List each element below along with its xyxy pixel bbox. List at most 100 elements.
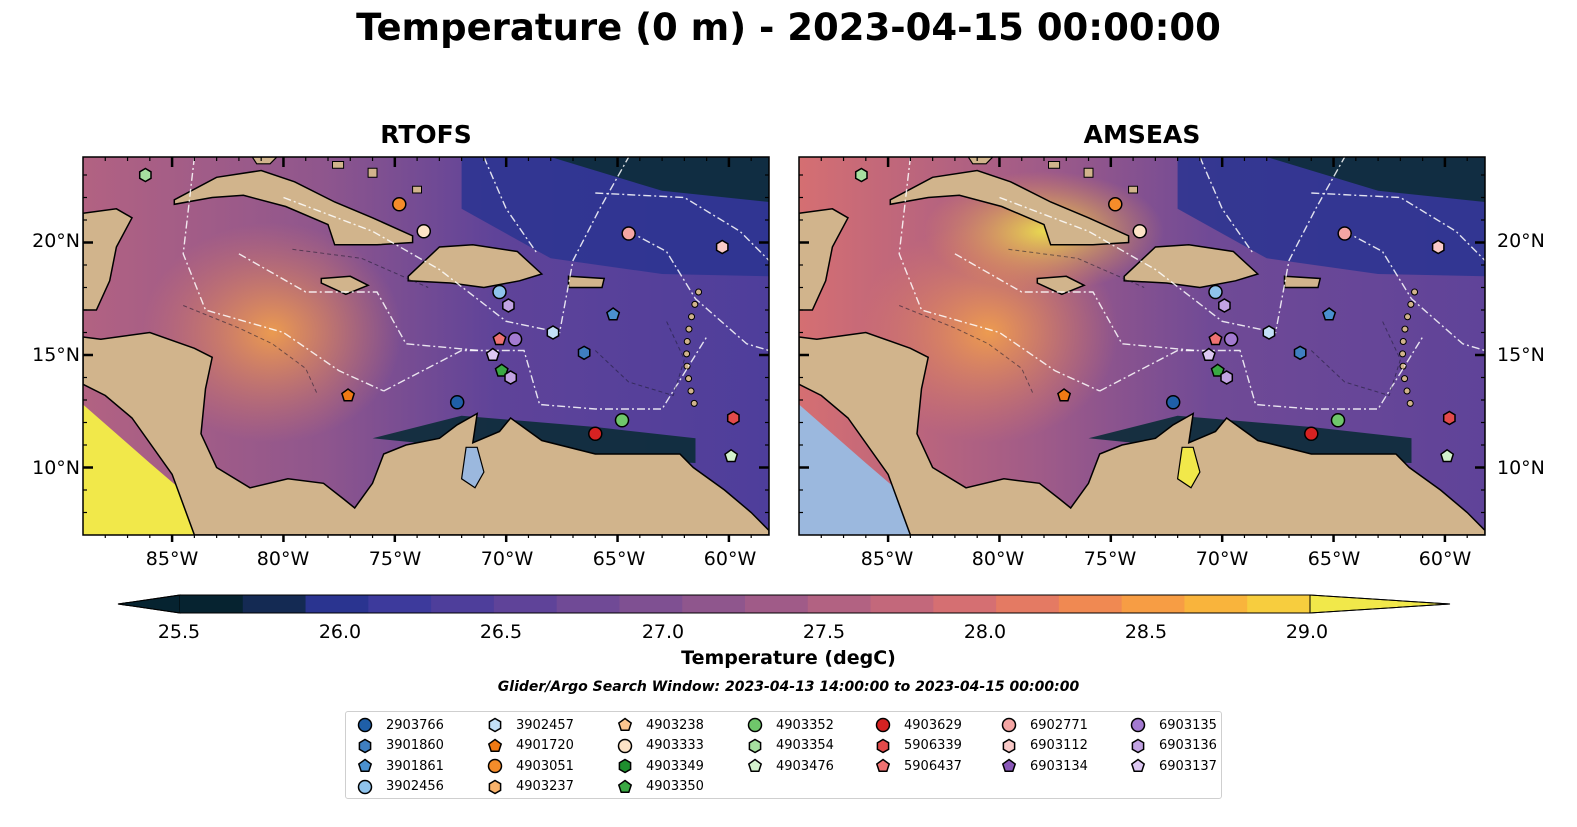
puerto-rico-land bbox=[1283, 275, 1322, 289]
colorbar-segment bbox=[1184, 595, 1248, 613]
legend-marker-4901720 bbox=[487, 738, 503, 752]
legend-label: 3902457 bbox=[516, 717, 574, 733]
legend-item-5906437: 5906437 bbox=[874, 756, 962, 776]
legend-item-3902456: 3902456 bbox=[356, 777, 444, 797]
atlantic-deep-cool bbox=[550, 157, 769, 202]
legend-label: 2903766 bbox=[386, 717, 444, 733]
colorbar bbox=[117, 594, 1451, 614]
legend-label: 3901860 bbox=[386, 738, 444, 753]
legend-item-4903051: 4903051 bbox=[486, 756, 574, 776]
lon-label-65w-right: 65°W bbox=[1307, 548, 1361, 570]
bahamas-island bbox=[1128, 185, 1138, 194]
legend-marker-4903349 bbox=[618, 758, 632, 774]
legend-marker-4903238 bbox=[617, 717, 633, 732]
float-marker-6903137 bbox=[485, 347, 500, 362]
float-marker-5906437 bbox=[492, 331, 507, 346]
map-frame bbox=[82, 156, 770, 536]
legend-item-4903629: 4903629 bbox=[874, 715, 962, 735]
colorbar-tick-28-0: 28.0 bbox=[963, 621, 1007, 643]
lat-label-20n-left: 20°N bbox=[32, 230, 80, 252]
lon-label-60w-left: 60°W bbox=[703, 548, 757, 570]
float-marker-6903135 bbox=[1223, 332, 1239, 347]
eez-boundary bbox=[595, 192, 769, 261]
panel-title-rtofs: RTOFS bbox=[380, 120, 472, 149]
float-marker-4903629 bbox=[588, 426, 603, 441]
bahamas-island bbox=[412, 185, 422, 194]
legend-item-5906339: 5906339 bbox=[874, 736, 962, 756]
legend-item-3901861: 3901861 bbox=[356, 756, 444, 776]
lesser-antilles-island bbox=[691, 300, 699, 308]
hispaniola-land bbox=[407, 244, 544, 289]
pacific-ocean bbox=[799, 404, 955, 535]
legend-label: 4903051 bbox=[516, 758, 574, 774]
legend-item-3901860: 3901860 bbox=[356, 736, 444, 756]
legend-marker-6903134 bbox=[1001, 758, 1017, 773]
legend-marker-6903112 bbox=[1002, 738, 1016, 753]
legend-marker-pentagon-icon bbox=[357, 758, 373, 773]
float-marker-3901860 bbox=[577, 345, 591, 361]
float-marker-6902771 bbox=[1337, 226, 1352, 241]
lake-maracaibo bbox=[460, 446, 485, 489]
colorbar-segment bbox=[368, 595, 432, 613]
colorbar-outline bbox=[117, 594, 1451, 614]
lon-label-60w-right: 60°W bbox=[1418, 548, 1472, 570]
bathymetry-contour bbox=[1008, 248, 1145, 288]
legend-label: 6903135 bbox=[1159, 717, 1217, 733]
colorbar-tick-27-5: 27.5 bbox=[802, 621, 846, 643]
florida-land bbox=[251, 157, 278, 165]
legend-marker-circle-icon bbox=[1001, 717, 1017, 733]
legend-marker-hexagon-icon bbox=[1002, 738, 1016, 753]
legend-item-6903134: 6903134 bbox=[1000, 756, 1088, 776]
lesser-antilles-island bbox=[685, 375, 693, 383]
float-marker-4903333 bbox=[1132, 224, 1148, 239]
legend-marker-hexagon-icon bbox=[488, 779, 502, 794]
legend-marker-4903237 bbox=[488, 779, 502, 794]
eez-boundary bbox=[1099, 336, 1424, 410]
legend-item-4903476: 4903476 bbox=[746, 756, 834, 776]
colorbar-segment bbox=[619, 595, 683, 613]
bathymetry-contour bbox=[183, 305, 318, 394]
float-marker-4901720 bbox=[341, 388, 356, 402]
legend-label: 4903352 bbox=[776, 717, 834, 733]
float-marker-6903112 bbox=[1431, 239, 1445, 255]
float-marker-5906437 bbox=[1208, 331, 1223, 346]
lon-label-65w-left: 65°W bbox=[592, 548, 646, 570]
legend-marker-6903137 bbox=[1130, 758, 1146, 773]
legend-label: 4901720 bbox=[516, 738, 574, 753]
legend-item-3902457: 3902457 bbox=[486, 715, 574, 735]
lesser-antilles-island bbox=[683, 338, 691, 345]
legend-marker-hexagon-icon bbox=[358, 738, 372, 753]
legend-item-4903237: 4903237 bbox=[486, 777, 574, 797]
eez-boundary bbox=[283, 157, 630, 334]
float-marker-3902456 bbox=[1208, 284, 1223, 300]
lesser-antilles-island bbox=[1399, 350, 1407, 358]
eez-boundary bbox=[1199, 157, 1254, 255]
colorbar-segment bbox=[807, 595, 872, 613]
eez-boundary bbox=[238, 253, 480, 352]
colorbar-segment bbox=[1058, 595, 1123, 613]
legend-marker-5906339 bbox=[876, 738, 890, 753]
legend-marker-pentagon-icon bbox=[487, 738, 503, 752]
legend-label: 6903137 bbox=[1159, 758, 1217, 774]
legend-label: 4903476 bbox=[776, 758, 834, 774]
colorbar-tick-26-0: 26.0 bbox=[318, 621, 362, 643]
legend-marker-3901861 bbox=[357, 758, 373, 773]
eez-boundary bbox=[1311, 192, 1485, 261]
legend-label: 5906339 bbox=[904, 738, 962, 753]
legend-marker-4903333 bbox=[617, 738, 633, 753]
legend-label: 4903237 bbox=[516, 779, 574, 794]
float-marker-3902456 bbox=[492, 284, 507, 300]
legend-marker-6903136 bbox=[1131, 738, 1145, 753]
bathymetry-contour bbox=[292, 248, 429, 288]
legend-label: 3902456 bbox=[386, 779, 444, 794]
legend-marker-hexagon-icon bbox=[488, 717, 502, 733]
legend-marker-4903476 bbox=[747, 758, 763, 773]
central-south-america-land bbox=[83, 331, 769, 535]
legend-label: 6903136 bbox=[1159, 738, 1217, 753]
lesser-antilles-island bbox=[1406, 399, 1414, 407]
legend-marker-4903354 bbox=[748, 738, 762, 753]
lon-label-70w-left: 70°W bbox=[480, 548, 534, 570]
lat-label-20n-right: 20°N bbox=[1497, 230, 1545, 252]
colorbar-tick-29-0: 29.0 bbox=[1285, 621, 1329, 643]
puerto-rico-land bbox=[567, 275, 606, 289]
